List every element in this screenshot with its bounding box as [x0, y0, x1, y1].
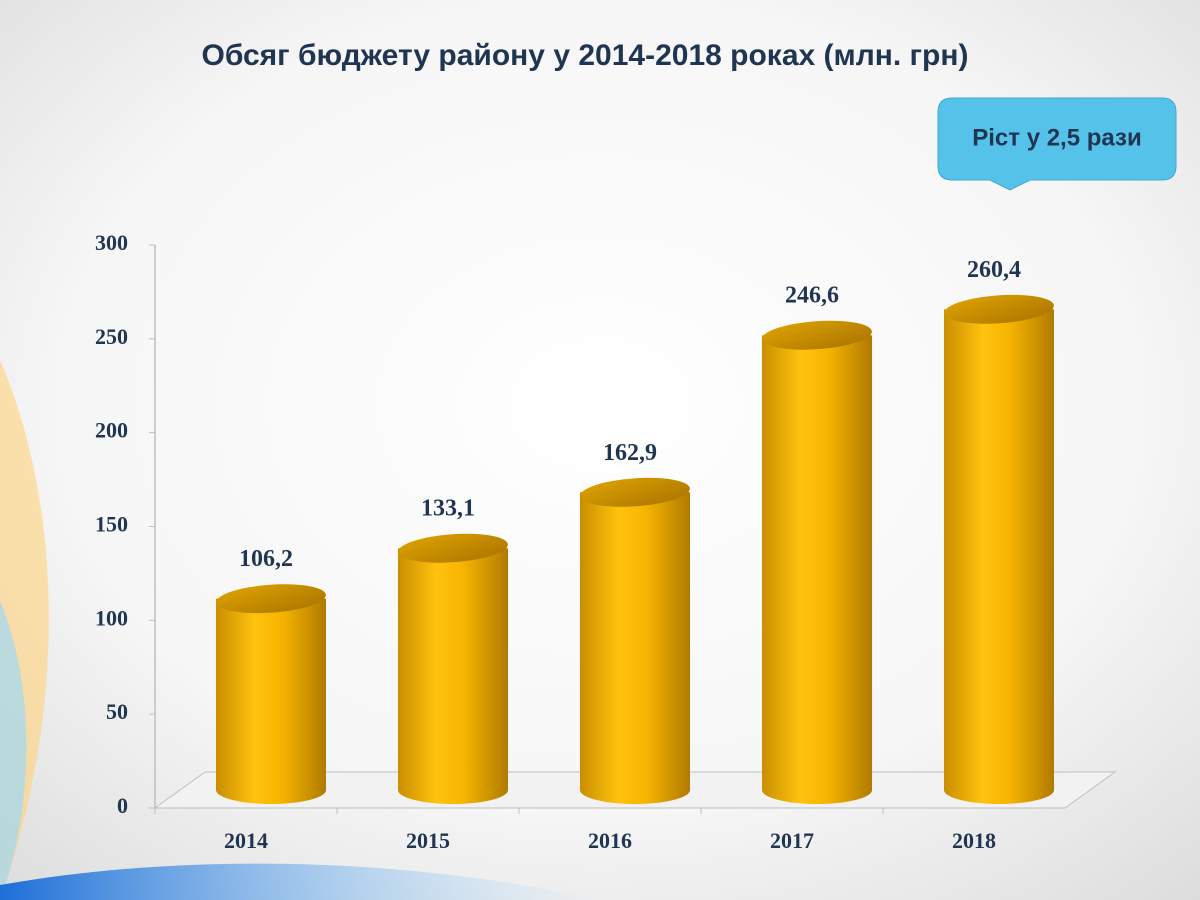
value-label: 260,4 — [967, 257, 1021, 283]
value-label: 106,2 — [239, 546, 293, 572]
y-tick-label: 0 — [117, 793, 128, 818]
callout-text: Ріст у 2,5 рази — [972, 124, 1141, 151]
decor — [0, 863, 600, 900]
bar — [216, 598, 326, 804]
value-label: 162,9 — [603, 440, 657, 466]
bar — [762, 335, 872, 804]
x-tick-label: 2018 — [952, 828, 996, 853]
y-tick-label: 100 — [95, 605, 128, 630]
x-tick-label: 2015 — [406, 828, 450, 853]
bar-cap — [580, 477, 690, 507]
value-label: 133,1 — [421, 496, 475, 522]
chart-title: Обсяг бюджету району у 2014-2018 роках (… — [202, 39, 969, 72]
value-label: 246,6 — [785, 283, 839, 309]
bar — [398, 548, 508, 804]
bar-cap — [762, 320, 872, 350]
callout — [937, 97, 1177, 191]
y-tick-label: 250 — [95, 324, 128, 349]
x-tick-label: 2014 — [224, 828, 268, 853]
bar-cap — [944, 294, 1054, 324]
decor — [0, 600, 27, 900]
y-tick-label: 200 — [95, 418, 128, 443]
y-tick-label: 300 — [95, 230, 128, 255]
y-tick-label: 150 — [95, 512, 128, 537]
x-tick-label: 2017 — [770, 828, 814, 853]
y-tick-label: 50 — [106, 699, 128, 724]
bar — [580, 492, 690, 804]
bar-cap — [216, 584, 326, 614]
bar-cap — [398, 533, 508, 563]
bar — [944, 309, 1054, 804]
x-tick-label: 2016 — [588, 828, 632, 853]
